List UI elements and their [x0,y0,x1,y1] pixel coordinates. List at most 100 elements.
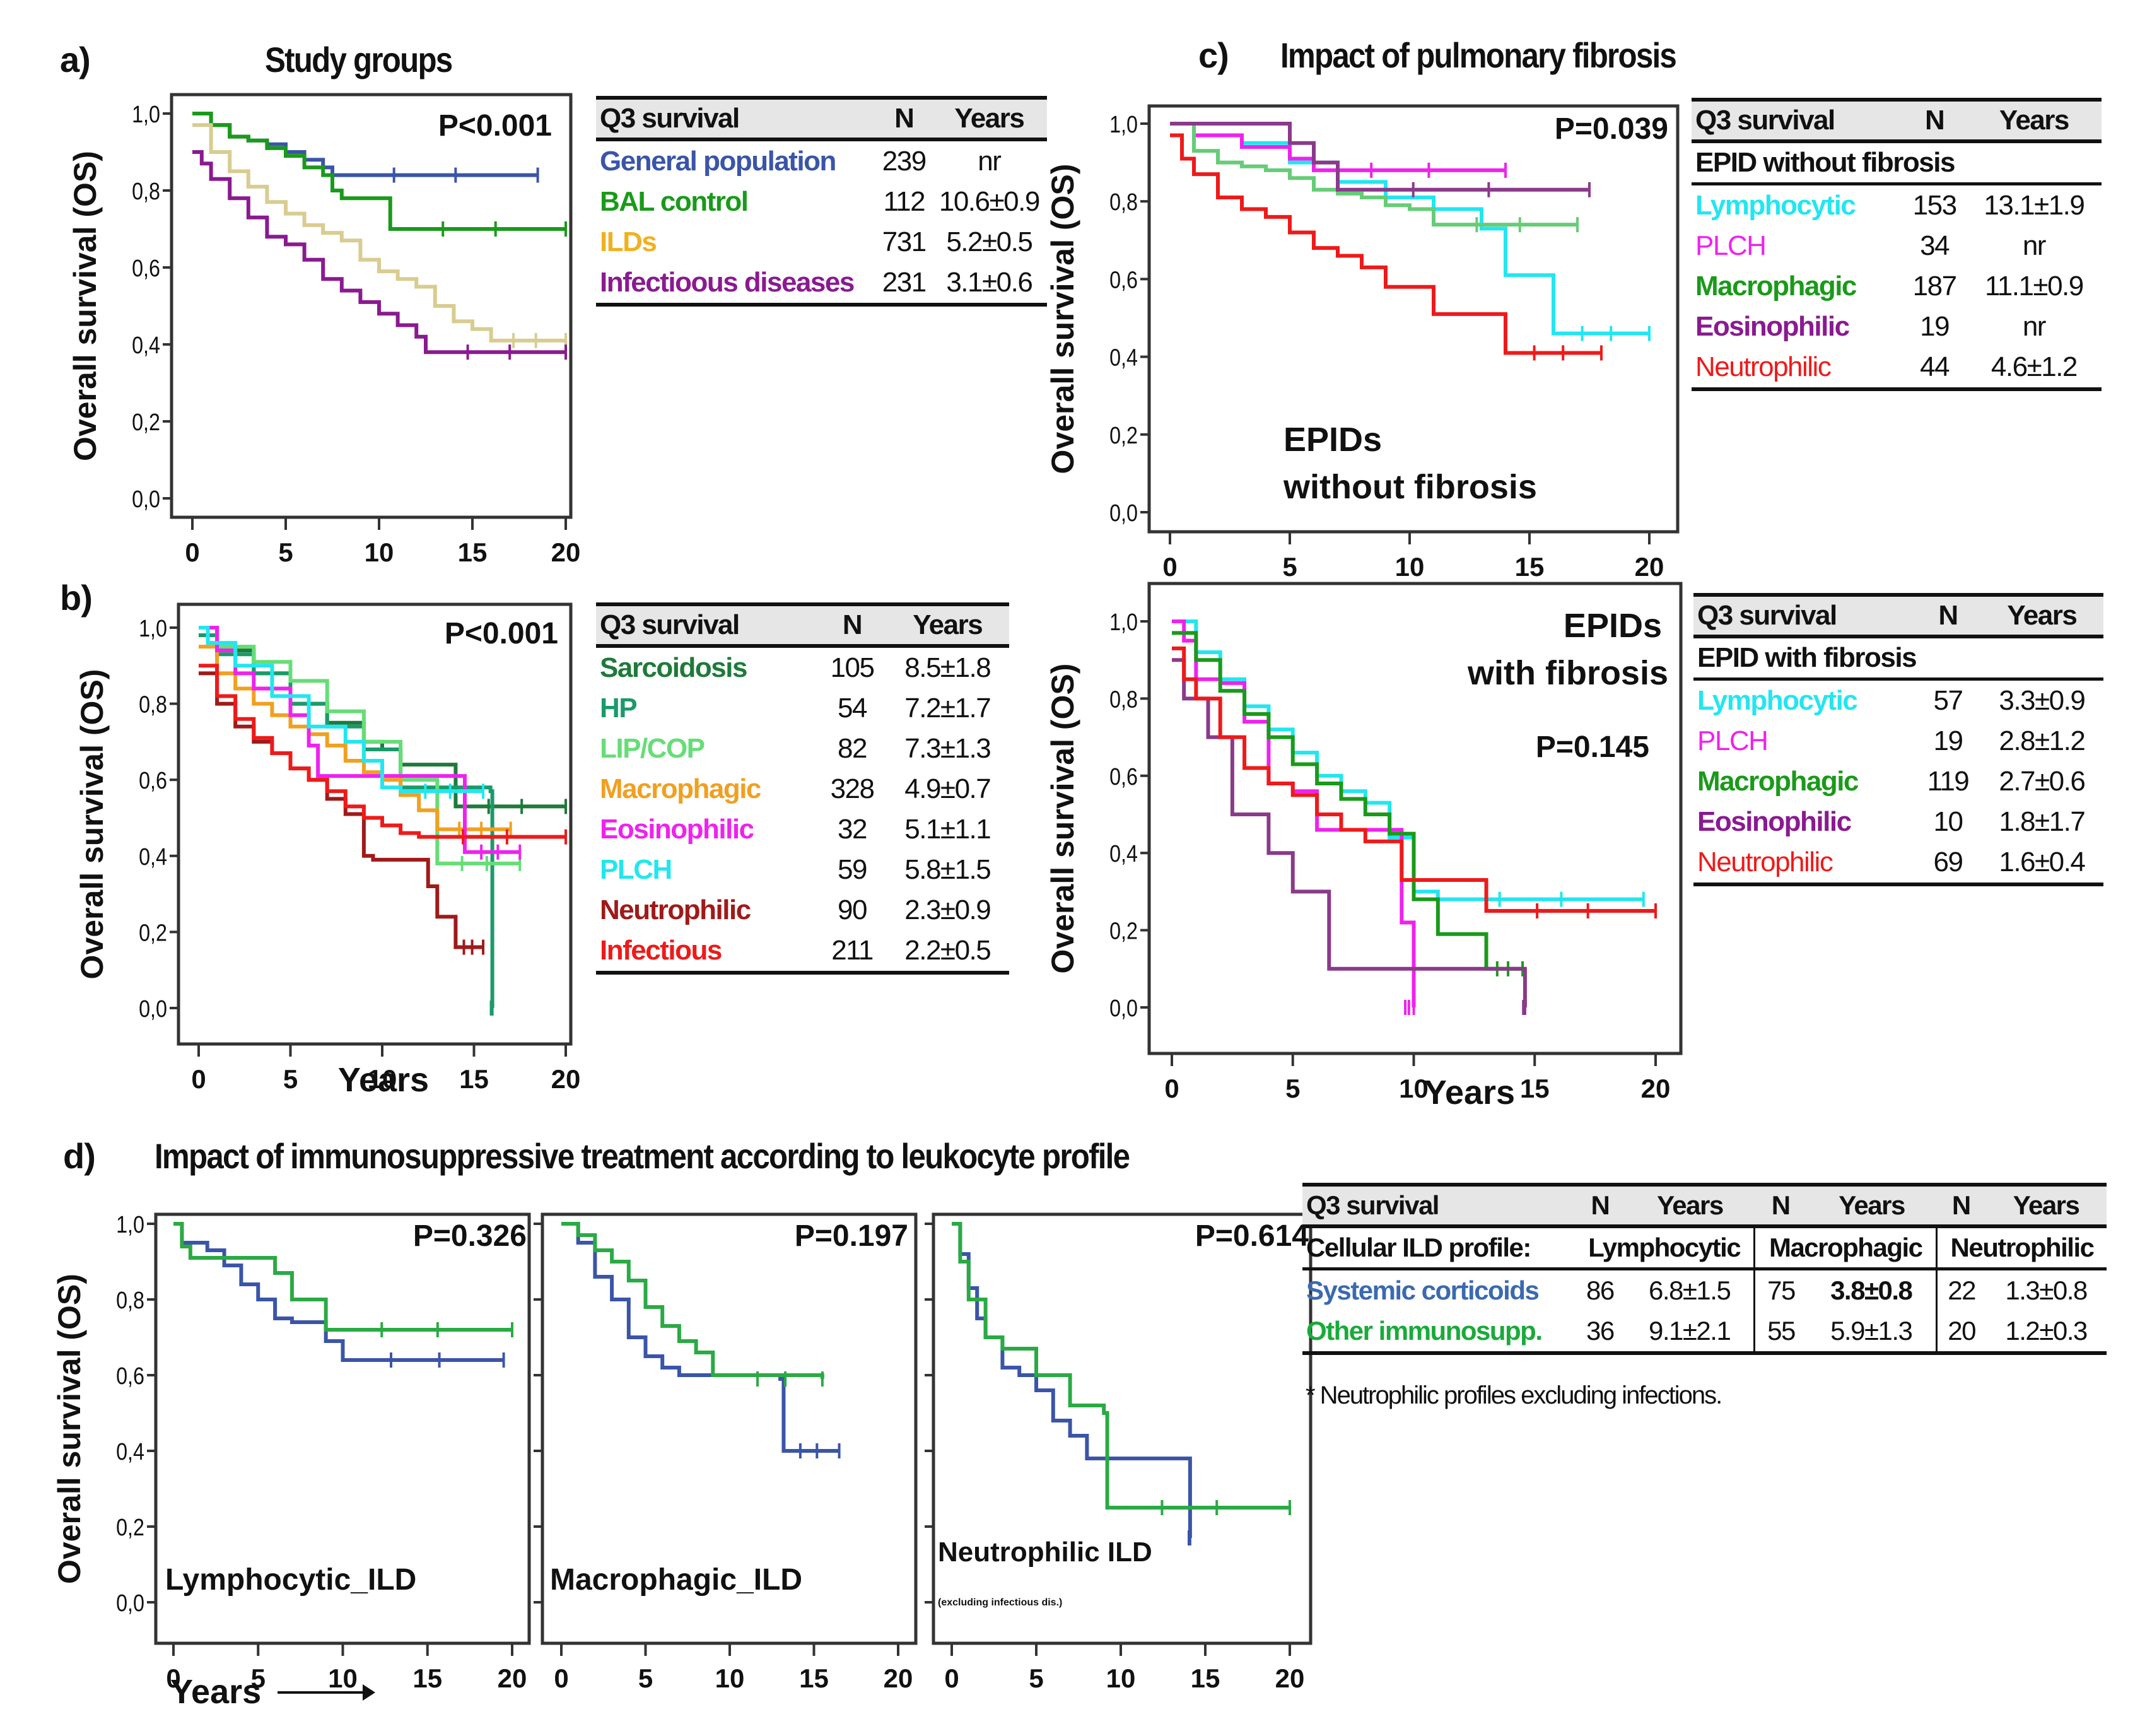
table-a-header-years: Years [931,96,1047,141]
row-value: 3.8±0.8 [1806,1269,1938,1311]
annotation-d3: (excluding infectious dis.) [938,1597,1062,1608]
km-curve-neutrophilic [1170,133,1601,355]
row-years: 2.8±1.2 [1999,725,2085,756]
row-value: 1.3±0.8 [2005,1276,2088,1305]
table-row: Systemic corticoids 86 6.8±1.5 75 3.8±0.8 22 1… [1302,1269,2107,1311]
row-years: 2.3±0.9 [904,894,991,925]
y-tick-label: 0,2 [1109,422,1138,449]
y-tick-label: 0,8 [116,1287,144,1314]
row-value: 6.8±1.5 [1625,1269,1756,1311]
table-row: Lymphocytic 57 3.3±0.9 [1693,679,2103,722]
table-row: Eosinophilic 19 nr [1692,307,2102,347]
table-c1-subheader: EPID without fibrosis [1692,141,2102,185]
km-curve-other-immunosupp- [173,1222,512,1332]
x-tick-label: 10 [328,1663,358,1693]
y-tick-label: 0,4 [116,1439,144,1465]
row-years: nr [2022,230,2047,261]
x-tick-label: 0 [554,1663,568,1693]
table-row: Neutrophilic 44 4.6±1.2 [1692,347,2102,391]
row-n: 731 [882,226,927,257]
table-row: BAL control 112 10.6±0.9 [596,182,1047,222]
row-n: 19 [1933,725,1963,756]
table-b-header-label: Q3 survival [596,602,819,648]
km-curve-other-immunosupp- [561,1222,824,1379]
km-curve-ilds [192,123,566,343]
row-years: nr [2022,311,2047,342]
annotation-c1: EPIDs [1283,421,1382,459]
row-n: 54 [838,693,867,724]
table-d-header-n2: N [1754,1183,1807,1228]
table-c2-header-years: Years [1980,593,2103,638]
annotation-c2: with fibrosis [1467,654,1668,692]
table-row: HP 54 7.2±1.7 [596,688,1009,729]
x-tick-label: 0 [1162,552,1177,582]
x-tick-label: 20 [1275,1663,1305,1693]
row-label: Macrophagic [1695,271,1857,302]
table-c1-header-label: Q3 survival [1692,98,1903,143]
table-row: General population 239 nr [596,139,1047,182]
row-label: Lymphocytic [1697,685,1858,716]
y-tick-label: 0,4 [1109,344,1138,371]
y-tick-label: 0,4 [132,332,160,359]
row-years: 11.1±0.9 [1985,271,2084,302]
y-tick-label: 1,0 [139,616,167,642]
x-tick-label: 15 [1515,552,1545,582]
y-tick-label: 0,8 [132,179,160,205]
row-years: 7.2±1.7 [904,693,991,724]
row-n: 32 [838,814,867,845]
table-d-profile-lymphocytic: Lymphocytic [1574,1226,1756,1270]
row-label: Eosinophilic [1697,806,1852,837]
table-d-header-years3: Years [1985,1183,2107,1228]
row-years: 8.5±1.8 [904,652,991,683]
x-tick-label: 15 [799,1663,829,1693]
y-tick-label: 0,6 [1109,267,1138,293]
x-tick-label: 20 [884,1663,913,1693]
y-axis-label: Overall survival (OS) [1045,664,1080,974]
table-c-with-fibrosis: Q3 survival N Years EPID with fibrosis Lym… [1693,593,2103,886]
row-label: PLCH [1697,725,1769,756]
row-n: 211 [818,930,886,975]
row-label: PLCH [1695,230,1767,261]
km-curve-eosinophilic [1170,122,1589,192]
x-tick-label: 10 [368,1064,397,1094]
km-curve-hp [199,633,494,1008]
km-curve-macrophagic [199,645,511,831]
table-row: Macrophagic 328 4.9±0.7 [596,769,1009,809]
row-label: Macrophagic [1697,766,1859,797]
y-tick-label: 0,2 [1109,918,1138,944]
x-axis-label-c: Years [1424,1074,1515,1111]
plot-frame-a [170,93,573,519]
table-row: Eosinophilic 32 5.1±1.1 [596,809,1009,850]
table-row: PLCH 59 5.8±1.5 [596,850,1009,890]
y-tick-label: 0,4 [1109,841,1138,867]
table-d-header-n3: N [1936,1183,1986,1228]
y-tick-label: 0,0 [1109,500,1138,527]
row-label: ILDs [600,226,657,257]
table-row: LIP/COP 82 7.3±1.3 [596,729,1009,769]
annotation-c2: P=0.145 [1536,730,1649,764]
row-years: 3.1±0.6 [931,262,1047,307]
row-years: 13.1±1.9 [1984,190,2084,221]
row-years: 7.3±1.3 [904,733,991,764]
x-tick-label: 15 [1191,1663,1220,1693]
panel-a-label: a) [60,40,91,79]
row-label: Lymphocytic [1695,190,1856,221]
table-c1-header-n: N [1902,98,1967,143]
row-label: Macrophagic [600,773,761,804]
panel-c-title: Impact of pulmonary fibrosis [1280,35,1677,75]
row-years: 5.2±0.5 [946,226,1032,257]
plot-frame-d3 [932,1212,1313,1645]
table-d-header-years2: Years [1806,1183,1937,1228]
annotation-d1: P=0.326 [413,1219,527,1253]
row-label: Eosinophilic [1695,311,1850,342]
row-label: General population [600,146,836,177]
x-tick-label: 20 [498,1663,527,1693]
row-value: 22 [1948,1276,1976,1305]
annotation-c2: EPIDs [1564,607,1662,645]
row-label: Infectious [596,930,819,975]
x-tick-label: 10 [715,1663,745,1693]
x-tick-label: 5 [1285,1074,1300,1103]
x-axis-label-d: Years [170,1673,261,1711]
x-tick-label: 20 [1635,552,1664,582]
